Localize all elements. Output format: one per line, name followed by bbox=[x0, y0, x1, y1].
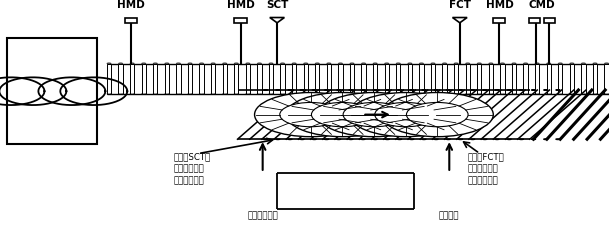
Ellipse shape bbox=[264, 139, 268, 140]
Bar bbox=[257, 64, 261, 94]
Text: HMD: HMD bbox=[227, 0, 255, 10]
Bar bbox=[327, 64, 331, 94]
Text: 每经过FCT一
个样本，进行
一次反馈计算: 每经过FCT一 个样本，进行 一次反馈计算 bbox=[468, 152, 504, 185]
Bar bbox=[419, 64, 423, 94]
Bar bbox=[373, 64, 378, 94]
Bar bbox=[130, 64, 134, 94]
Ellipse shape bbox=[300, 139, 304, 140]
Bar bbox=[269, 64, 273, 94]
Bar bbox=[501, 64, 504, 94]
Bar bbox=[408, 64, 412, 94]
Text: 反馈控制: 反馈控制 bbox=[439, 211, 460, 220]
Ellipse shape bbox=[312, 139, 317, 140]
Ellipse shape bbox=[325, 139, 329, 140]
Bar bbox=[547, 64, 551, 94]
Bar bbox=[570, 64, 574, 94]
Ellipse shape bbox=[544, 139, 548, 140]
Bar bbox=[125, 18, 137, 23]
Ellipse shape bbox=[434, 139, 438, 140]
Bar bbox=[512, 64, 516, 94]
Bar bbox=[582, 64, 586, 94]
Ellipse shape bbox=[361, 139, 365, 140]
Bar bbox=[535, 64, 540, 94]
Ellipse shape bbox=[398, 139, 402, 140]
Bar bbox=[544, 18, 555, 23]
Bar bbox=[385, 64, 389, 94]
Bar bbox=[188, 64, 192, 94]
Bar bbox=[529, 18, 541, 23]
Bar bbox=[234, 64, 239, 94]
Ellipse shape bbox=[276, 139, 280, 140]
Bar bbox=[350, 64, 354, 94]
Bar bbox=[177, 64, 180, 94]
Circle shape bbox=[406, 102, 468, 127]
Ellipse shape bbox=[495, 139, 499, 140]
Text: 温度前馈计算: 温度前馈计算 bbox=[247, 211, 278, 220]
Bar bbox=[7, 38, 97, 144]
Circle shape bbox=[381, 92, 493, 137]
Circle shape bbox=[255, 92, 367, 137]
Ellipse shape bbox=[288, 139, 292, 140]
Bar bbox=[107, 64, 111, 94]
Text: HMD: HMD bbox=[485, 0, 513, 10]
Text: SCT: SCT bbox=[266, 0, 288, 10]
Text: 每经过SCT一
个样本，进行
一次修正计算: 每经过SCT一 个样本，进行 一次修正计算 bbox=[174, 152, 211, 185]
Ellipse shape bbox=[446, 139, 451, 140]
Bar bbox=[118, 64, 122, 94]
Circle shape bbox=[280, 102, 342, 127]
Ellipse shape bbox=[556, 139, 560, 140]
Ellipse shape bbox=[422, 139, 426, 140]
Bar bbox=[489, 64, 493, 94]
Ellipse shape bbox=[337, 139, 341, 140]
Bar bbox=[339, 64, 342, 94]
Bar bbox=[153, 64, 157, 94]
Ellipse shape bbox=[507, 139, 512, 140]
Bar bbox=[593, 64, 597, 94]
Ellipse shape bbox=[532, 139, 536, 140]
Bar bbox=[199, 64, 203, 94]
Ellipse shape bbox=[459, 139, 463, 140]
Circle shape bbox=[375, 102, 437, 127]
Text: FCT: FCT bbox=[449, 0, 471, 10]
Polygon shape bbox=[452, 18, 467, 23]
Ellipse shape bbox=[385, 139, 390, 140]
Circle shape bbox=[350, 92, 462, 137]
Bar bbox=[292, 64, 296, 94]
Bar bbox=[245, 64, 250, 94]
Bar bbox=[223, 64, 227, 94]
Bar bbox=[234, 18, 247, 23]
Circle shape bbox=[286, 92, 398, 137]
Bar bbox=[477, 64, 481, 94]
Bar bbox=[442, 64, 447, 94]
Bar bbox=[362, 64, 365, 94]
Ellipse shape bbox=[410, 139, 414, 140]
Ellipse shape bbox=[349, 139, 353, 140]
Bar bbox=[280, 64, 284, 94]
Bar bbox=[315, 64, 319, 94]
Bar bbox=[141, 64, 146, 94]
Bar bbox=[466, 64, 470, 94]
Bar bbox=[396, 64, 400, 94]
Ellipse shape bbox=[519, 139, 524, 140]
Circle shape bbox=[318, 92, 430, 137]
Circle shape bbox=[311, 102, 373, 127]
Text: HMD: HMD bbox=[117, 0, 145, 10]
Bar bbox=[211, 64, 216, 94]
Bar bbox=[493, 18, 505, 23]
Bar bbox=[454, 64, 458, 94]
Polygon shape bbox=[270, 18, 284, 23]
Bar bbox=[303, 64, 308, 94]
Bar bbox=[431, 64, 435, 94]
Bar bbox=[604, 64, 609, 94]
Text: CMD: CMD bbox=[529, 0, 555, 10]
Ellipse shape bbox=[471, 139, 475, 140]
Bar bbox=[558, 64, 563, 94]
Circle shape bbox=[343, 102, 405, 127]
Bar bbox=[164, 64, 169, 94]
Ellipse shape bbox=[373, 139, 378, 140]
Bar bbox=[524, 64, 528, 94]
Ellipse shape bbox=[483, 139, 487, 140]
